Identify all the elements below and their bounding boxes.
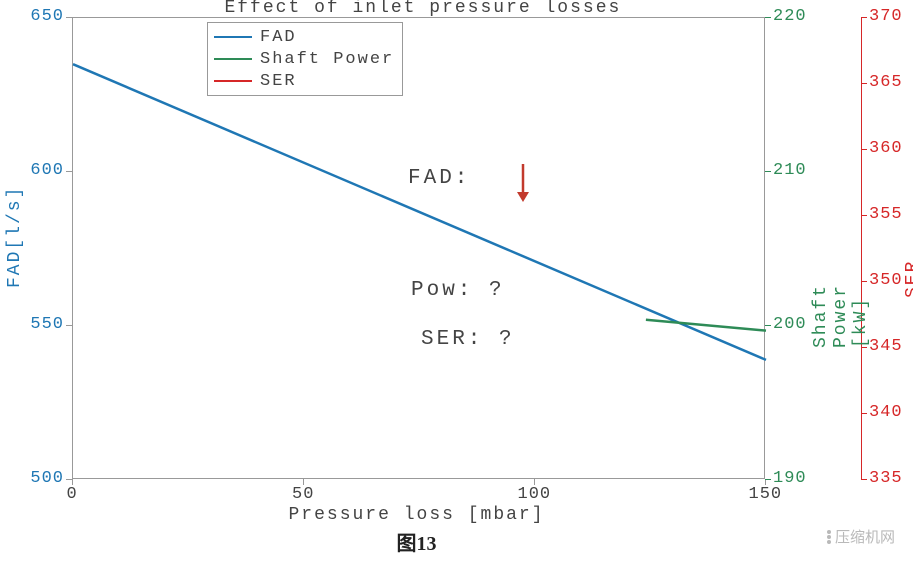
legend-item-ser: SER bbox=[214, 70, 394, 92]
yright2-tick-line bbox=[861, 17, 867, 18]
yleft-tick-line bbox=[66, 325, 72, 326]
yright2-tick-line bbox=[861, 281, 867, 282]
yleft-tick-label: 650 bbox=[30, 7, 64, 26]
yright1-tick-line bbox=[765, 17, 771, 18]
watermark-icon bbox=[827, 530, 831, 544]
y-left-axis-label: FAD[l/s] bbox=[5, 186, 25, 288]
yright2-tick-label: 340 bbox=[869, 403, 903, 422]
yright2-tick-label: 345 bbox=[869, 337, 903, 356]
yleft-tick-label: 600 bbox=[30, 161, 64, 180]
overlay-ser-label: SER: ? bbox=[421, 328, 515, 351]
series-shaft_power bbox=[646, 320, 766, 331]
yright1-tick-line bbox=[765, 171, 771, 172]
plot-area: FAD Shaft Power SER FAD: Pow: ? SER: ? bbox=[72, 17, 765, 479]
yleft-tick-line bbox=[66, 17, 72, 18]
yright1-tick-line bbox=[765, 479, 771, 480]
legend-swatch bbox=[214, 36, 252, 39]
yright2-tick-line bbox=[861, 413, 867, 414]
down-arrow-icon bbox=[511, 164, 535, 204]
xtick-label: 50 bbox=[292, 485, 314, 504]
figure: Effect of inlet pressure losses FAD Shaft… bbox=[0, 0, 913, 569]
legend-swatch bbox=[214, 80, 252, 83]
yright2-tick-label: 355 bbox=[869, 205, 903, 224]
legend-label: Shaft Power bbox=[260, 50, 394, 69]
yright2-tick-line bbox=[861, 479, 867, 480]
figure-caption: 图13 bbox=[397, 527, 437, 556]
legend: FAD Shaft Power SER bbox=[207, 22, 403, 96]
overlay-pow-label: Pow: ? bbox=[411, 279, 505, 302]
y-right2-axis-label: SER [J/L] bbox=[903, 234, 913, 298]
plot-svg bbox=[73, 18, 766, 480]
yright2-tick-label: 335 bbox=[869, 469, 903, 488]
y-right1-axis-label: Shaft Power [kW] bbox=[811, 246, 871, 348]
yright2-tick-line bbox=[861, 83, 867, 84]
yright2-tick-line bbox=[861, 347, 867, 348]
yright2-tick-label: 370 bbox=[869, 7, 903, 26]
chart-title: Effect of inlet pressure losses bbox=[224, 0, 621, 18]
yright1-tick-line bbox=[765, 325, 771, 326]
x-axis-label: Pressure loss [mbar] bbox=[289, 505, 545, 525]
yright1-tick-label: 220 bbox=[773, 7, 807, 26]
yright1-tick-label: 190 bbox=[773, 469, 807, 488]
yright2-tick-label: 350 bbox=[869, 271, 903, 290]
xtick-label: 100 bbox=[518, 485, 552, 504]
legend-item-fad: FAD bbox=[214, 26, 394, 48]
yright2-tick-label: 365 bbox=[869, 73, 903, 92]
watermark-text: 压缩机网 bbox=[835, 526, 895, 547]
legend-item-shaft_power: Shaft Power bbox=[214, 48, 394, 70]
yright2-tick-line bbox=[861, 149, 867, 150]
overlay-fad-label: FAD: bbox=[408, 167, 470, 190]
yright1-tick-label: 200 bbox=[773, 315, 807, 334]
legend-label: FAD bbox=[260, 28, 297, 47]
yright1-tick-label: 210 bbox=[773, 161, 807, 180]
series-fad bbox=[73, 64, 766, 360]
legend-swatch bbox=[214, 58, 252, 61]
xtick-label: 0 bbox=[67, 485, 78, 504]
yright2-tick-label: 360 bbox=[869, 139, 903, 158]
yleft-tick-label: 550 bbox=[30, 315, 64, 334]
yleft-tick-label: 500 bbox=[30, 469, 64, 488]
watermark: 压缩机网 bbox=[827, 526, 895, 547]
yleft-tick-line bbox=[66, 171, 72, 172]
yleft-tick-line bbox=[66, 479, 72, 480]
yright2-tick-line bbox=[861, 215, 867, 216]
legend-label: SER bbox=[260, 72, 297, 91]
